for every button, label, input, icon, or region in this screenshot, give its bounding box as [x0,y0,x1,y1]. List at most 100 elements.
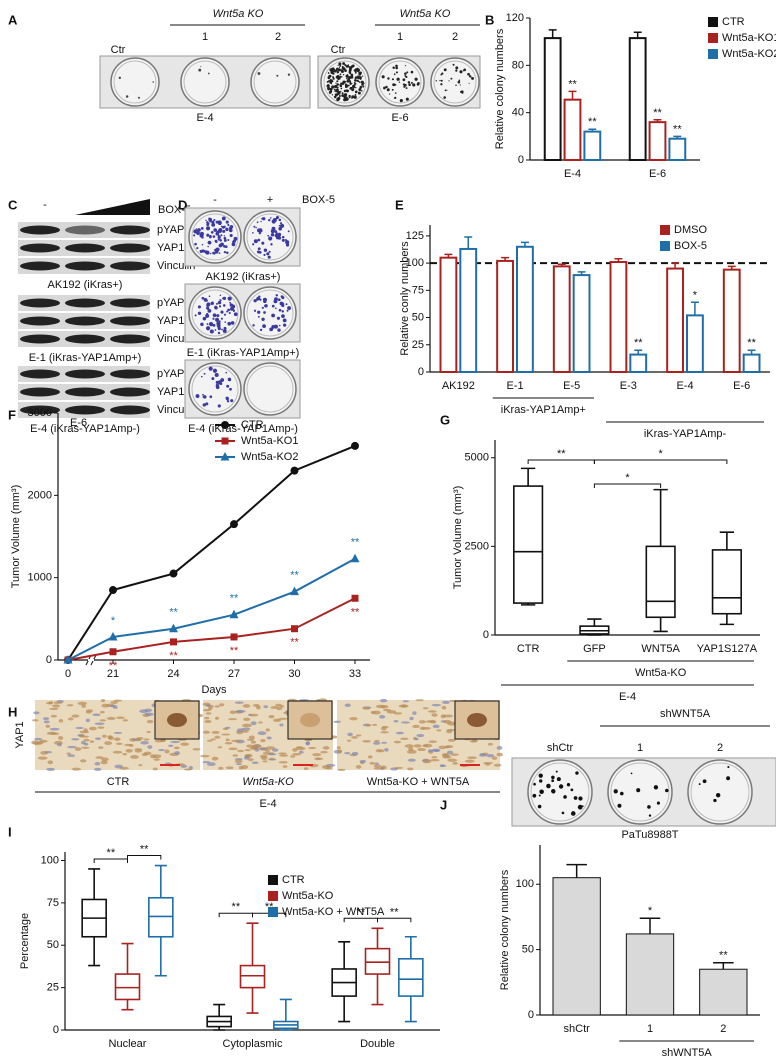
cell [211,756,219,761]
cell [100,760,108,765]
cell [393,720,399,723]
colony [333,88,336,90]
panel-label: H [8,705,17,720]
colony [335,82,337,84]
cell [57,742,63,747]
column-label: 1 [637,742,643,754]
significance: ** [568,78,577,90]
colony [258,295,261,298]
cell [269,757,275,761]
cell [262,760,268,763]
cell [380,704,389,709]
cell [322,746,330,750]
bar [628,37,647,161]
colony [197,228,201,232]
panel-label: J [440,798,447,813]
colony [417,82,420,85]
colony [448,80,450,82]
y-tick-label: 50 [47,939,59,951]
colony [558,784,564,789]
error-bar [614,258,623,263]
panel-label: A [8,13,18,28]
colony [440,83,443,86]
cell [100,699,106,703]
cell [85,718,90,723]
caption: CTR [107,776,130,788]
colony [566,783,571,787]
cell [414,738,419,741]
cell [493,763,502,767]
colony [255,226,257,229]
blot-band [65,405,105,415]
column-label: + [267,194,273,206]
colony [278,224,281,227]
colony [287,306,292,311]
colony [281,296,285,300]
y-axis-label: Percentage [19,913,31,969]
colony [359,78,362,80]
cell [125,748,133,753]
cell [483,752,489,755]
cell [416,733,425,738]
cell [276,707,283,711]
cell [447,738,456,742]
cell [58,719,64,723]
colony [337,64,339,66]
legend-label: Wnt5a-KO + WNT5A [282,906,385,918]
cell [427,749,433,753]
significance: ** [230,645,239,657]
colony [338,92,341,95]
panel-label: B [485,13,494,28]
colony [328,79,331,82]
x-tick-label: E-1 [506,380,523,392]
colony [275,307,277,310]
colony [225,396,229,400]
significance: ** [557,448,566,460]
cell [337,768,346,772]
colony [340,65,342,67]
comparison-bracket [93,858,128,863]
x-tick-label: E-6 [649,168,666,180]
colony [218,320,221,323]
colony [452,63,455,66]
cell [170,740,181,744]
colony [222,329,227,334]
caption: AK192 (iKras+) [48,279,123,291]
blot-band [110,369,150,379]
cell [173,746,180,750]
colony [271,324,275,329]
cell [440,764,445,767]
cell [259,747,267,750]
cell [337,749,343,754]
colony [656,801,660,805]
cell [210,738,216,741]
colony [337,77,339,80]
colony [209,329,214,334]
colony [203,372,206,375]
x-tick-label: E-3 [620,380,637,392]
colony [336,71,340,74]
colony [214,329,217,331]
colony [333,95,337,99]
colony [551,779,555,783]
point [169,623,178,633]
cell [438,745,447,750]
cell [282,765,288,768]
bar [459,247,478,373]
cell [146,731,151,734]
blot-band [65,316,105,326]
colony [455,84,457,86]
cell [71,714,80,718]
error-bar [566,863,587,878]
cell [115,742,123,745]
cell [279,754,289,757]
significance: ** [109,660,118,672]
colony [214,250,219,254]
colony [349,66,353,69]
colony [343,95,346,99]
cell [351,751,359,756]
colony [630,772,633,775]
colony [354,86,357,89]
point [290,466,299,475]
colony [197,311,202,315]
